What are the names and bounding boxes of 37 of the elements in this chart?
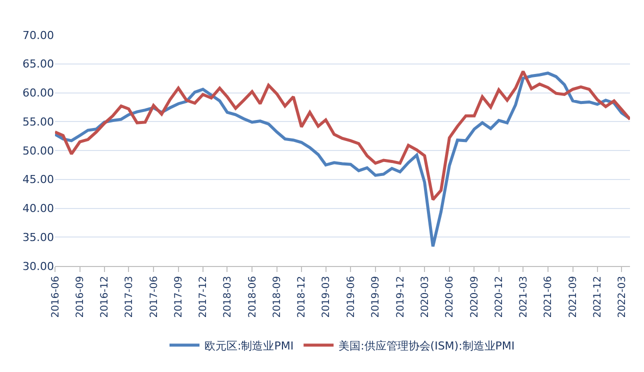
y-tick-label: 50.00 (22, 144, 54, 158)
legend-label: 欧元区:制造业PMI (204, 339, 294, 352)
x-tick-label: 2020-06 (444, 276, 456, 318)
x-tick-label: 2018-09 (272, 276, 284, 318)
x-tick-label: 2022-03 (616, 276, 628, 318)
y-tick-label: 65.00 (22, 58, 54, 71)
x-tick-label: 2019-12 (395, 276, 406, 318)
x-tick-label: 2021-03 (518, 276, 530, 318)
x-tick-label: 2017-12 (198, 276, 210, 318)
x-tick-label: 2020-03 (420, 276, 431, 318)
x-tick-label: 2016-09 (75, 276, 86, 318)
x-tick-label: 2016-06 (50, 276, 62, 318)
y-tick-label: 70.00 (22, 28, 54, 42)
x-tick-label: 2018-06 (247, 276, 258, 318)
y-tick-label: 40.00 (22, 202, 54, 216)
y-tick-label: 60.00 (22, 86, 54, 100)
x-tick-label: 2017-09 (174, 276, 185, 318)
x-tick-label: 2016-12 (100, 276, 111, 318)
legend-label: 美国:供应管理协会(ISM):制造业PMI (338, 339, 515, 352)
x-tick-label: 2019-03 (321, 276, 332, 318)
x-tick-label: 2021-09 (568, 276, 580, 318)
y-tick-label: 45.00 (22, 173, 54, 186)
x-tick-label: 2021-06 (543, 276, 554, 318)
x-tick-label: 2017-06 (148, 276, 160, 318)
line-series (55, 72, 630, 248)
line-series (55, 70, 630, 202)
x-tick-label: 2020-09 (469, 276, 480, 318)
y-tick-label: 35.00 (22, 230, 54, 244)
x-tick-label: 2018-03 (222, 276, 234, 318)
x-tick-label: 2021-12 (592, 276, 604, 318)
x-tick-label: 2019-06 (346, 276, 357, 318)
y-tick-label: 30.00 (22, 260, 54, 273)
x-tick-label: 2020-12 (494, 276, 506, 318)
x-tick-label: 2019-09 (370, 276, 382, 318)
x-tick-label: 2017-03 (124, 276, 135, 318)
y-tick-label: 55.00 (22, 115, 54, 128)
x-tick-label: 2018-12 (296, 276, 308, 318)
